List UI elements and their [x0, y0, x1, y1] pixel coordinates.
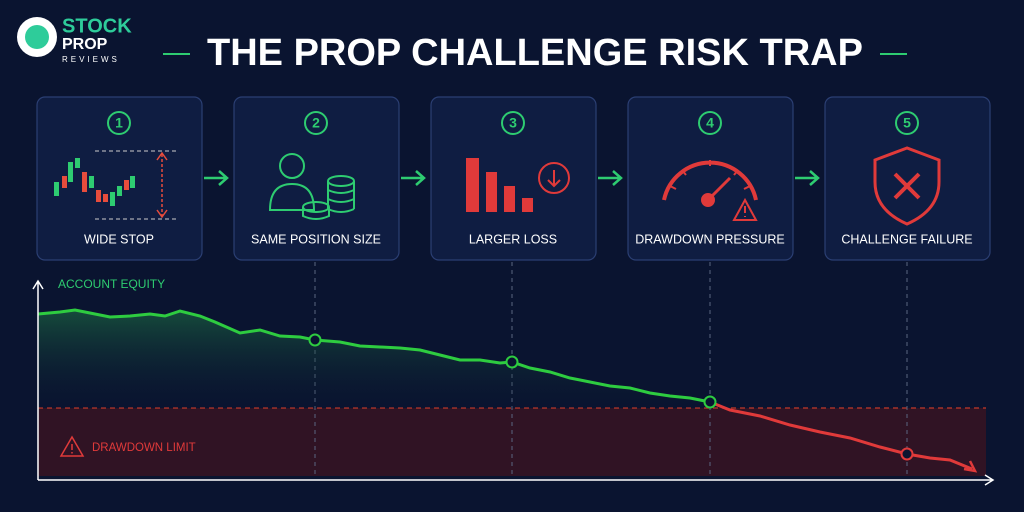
- step-label: SAME POSITION SIZE: [251, 232, 381, 246]
- limit-label: DRAWDOWN LIMIT: [92, 442, 196, 454]
- card-box: [430, 96, 597, 261]
- card-box: [233, 96, 400, 261]
- step-markers: [308, 333, 914, 461]
- step-marker: [900, 447, 914, 461]
- equity-label: ACCOUNT EQUITY: [58, 277, 165, 291]
- logo-line3: REVIEWS: [62, 55, 120, 64]
- step-marker: [505, 355, 519, 369]
- step-number: 2: [312, 115, 320, 131]
- candles-icon: [54, 150, 178, 220]
- person-coins-icon: [268, 153, 355, 220]
- step-marker: [308, 333, 322, 347]
- title: THE PROP CHALLENGE RISK TRAP: [207, 32, 863, 74]
- step-card: 3 LARGER LOSS: [430, 96, 597, 261]
- step-label: WIDE STOP: [84, 232, 154, 246]
- logo: STOCK PROP REVIEWS: [17, 15, 132, 64]
- step-card: 2 SAME POSITION SIZE: [233, 96, 400, 261]
- step-circle: [304, 111, 328, 135]
- step-circle: [895, 111, 919, 135]
- step-circle: [698, 111, 722, 135]
- step-label: LARGER LOSS: [469, 232, 557, 246]
- step-circle: [107, 111, 131, 135]
- step-card: 4 DRAWDOWN PRESSURE: [627, 96, 794, 261]
- equity-line-loss: [709, 400, 973, 471]
- logo-line1: STOCK: [62, 15, 132, 37]
- shield-icon: [873, 146, 941, 226]
- y-axis: [32, 279, 44, 480]
- logo-dot: [25, 25, 49, 49]
- step-number: 3: [509, 115, 517, 131]
- step-marker: [703, 395, 717, 409]
- warning-icon: [59, 435, 85, 457]
- x-axis: [38, 474, 995, 486]
- card-box: [824, 96, 991, 261]
- flow-arrow: [795, 170, 820, 186]
- bars-down-icon: [466, 158, 570, 212]
- equity-line: [37, 308, 711, 404]
- step-card: 5 CHALLENGE FAILURE: [824, 96, 991, 261]
- equity-area: [38, 310, 710, 408]
- step-number: 4: [706, 115, 714, 131]
- step-number: 1: [115, 115, 123, 131]
- loss-arrowhead: [963, 460, 978, 473]
- step-label: DRAWDOWN PRESSURE: [635, 232, 785, 246]
- flow-arrow: [401, 170, 426, 186]
- step-label: CHALLENGE FAILURE: [841, 232, 972, 246]
- flow-arrow: [598, 170, 623, 186]
- step-circle: [501, 111, 525, 135]
- logo-line2: PROP: [62, 36, 108, 53]
- flow-arrow: [204, 170, 229, 186]
- step-card: 1 WIDE STOP: [36, 96, 203, 261]
- step-number: 5: [903, 115, 911, 131]
- gauge-icon: [662, 160, 758, 221]
